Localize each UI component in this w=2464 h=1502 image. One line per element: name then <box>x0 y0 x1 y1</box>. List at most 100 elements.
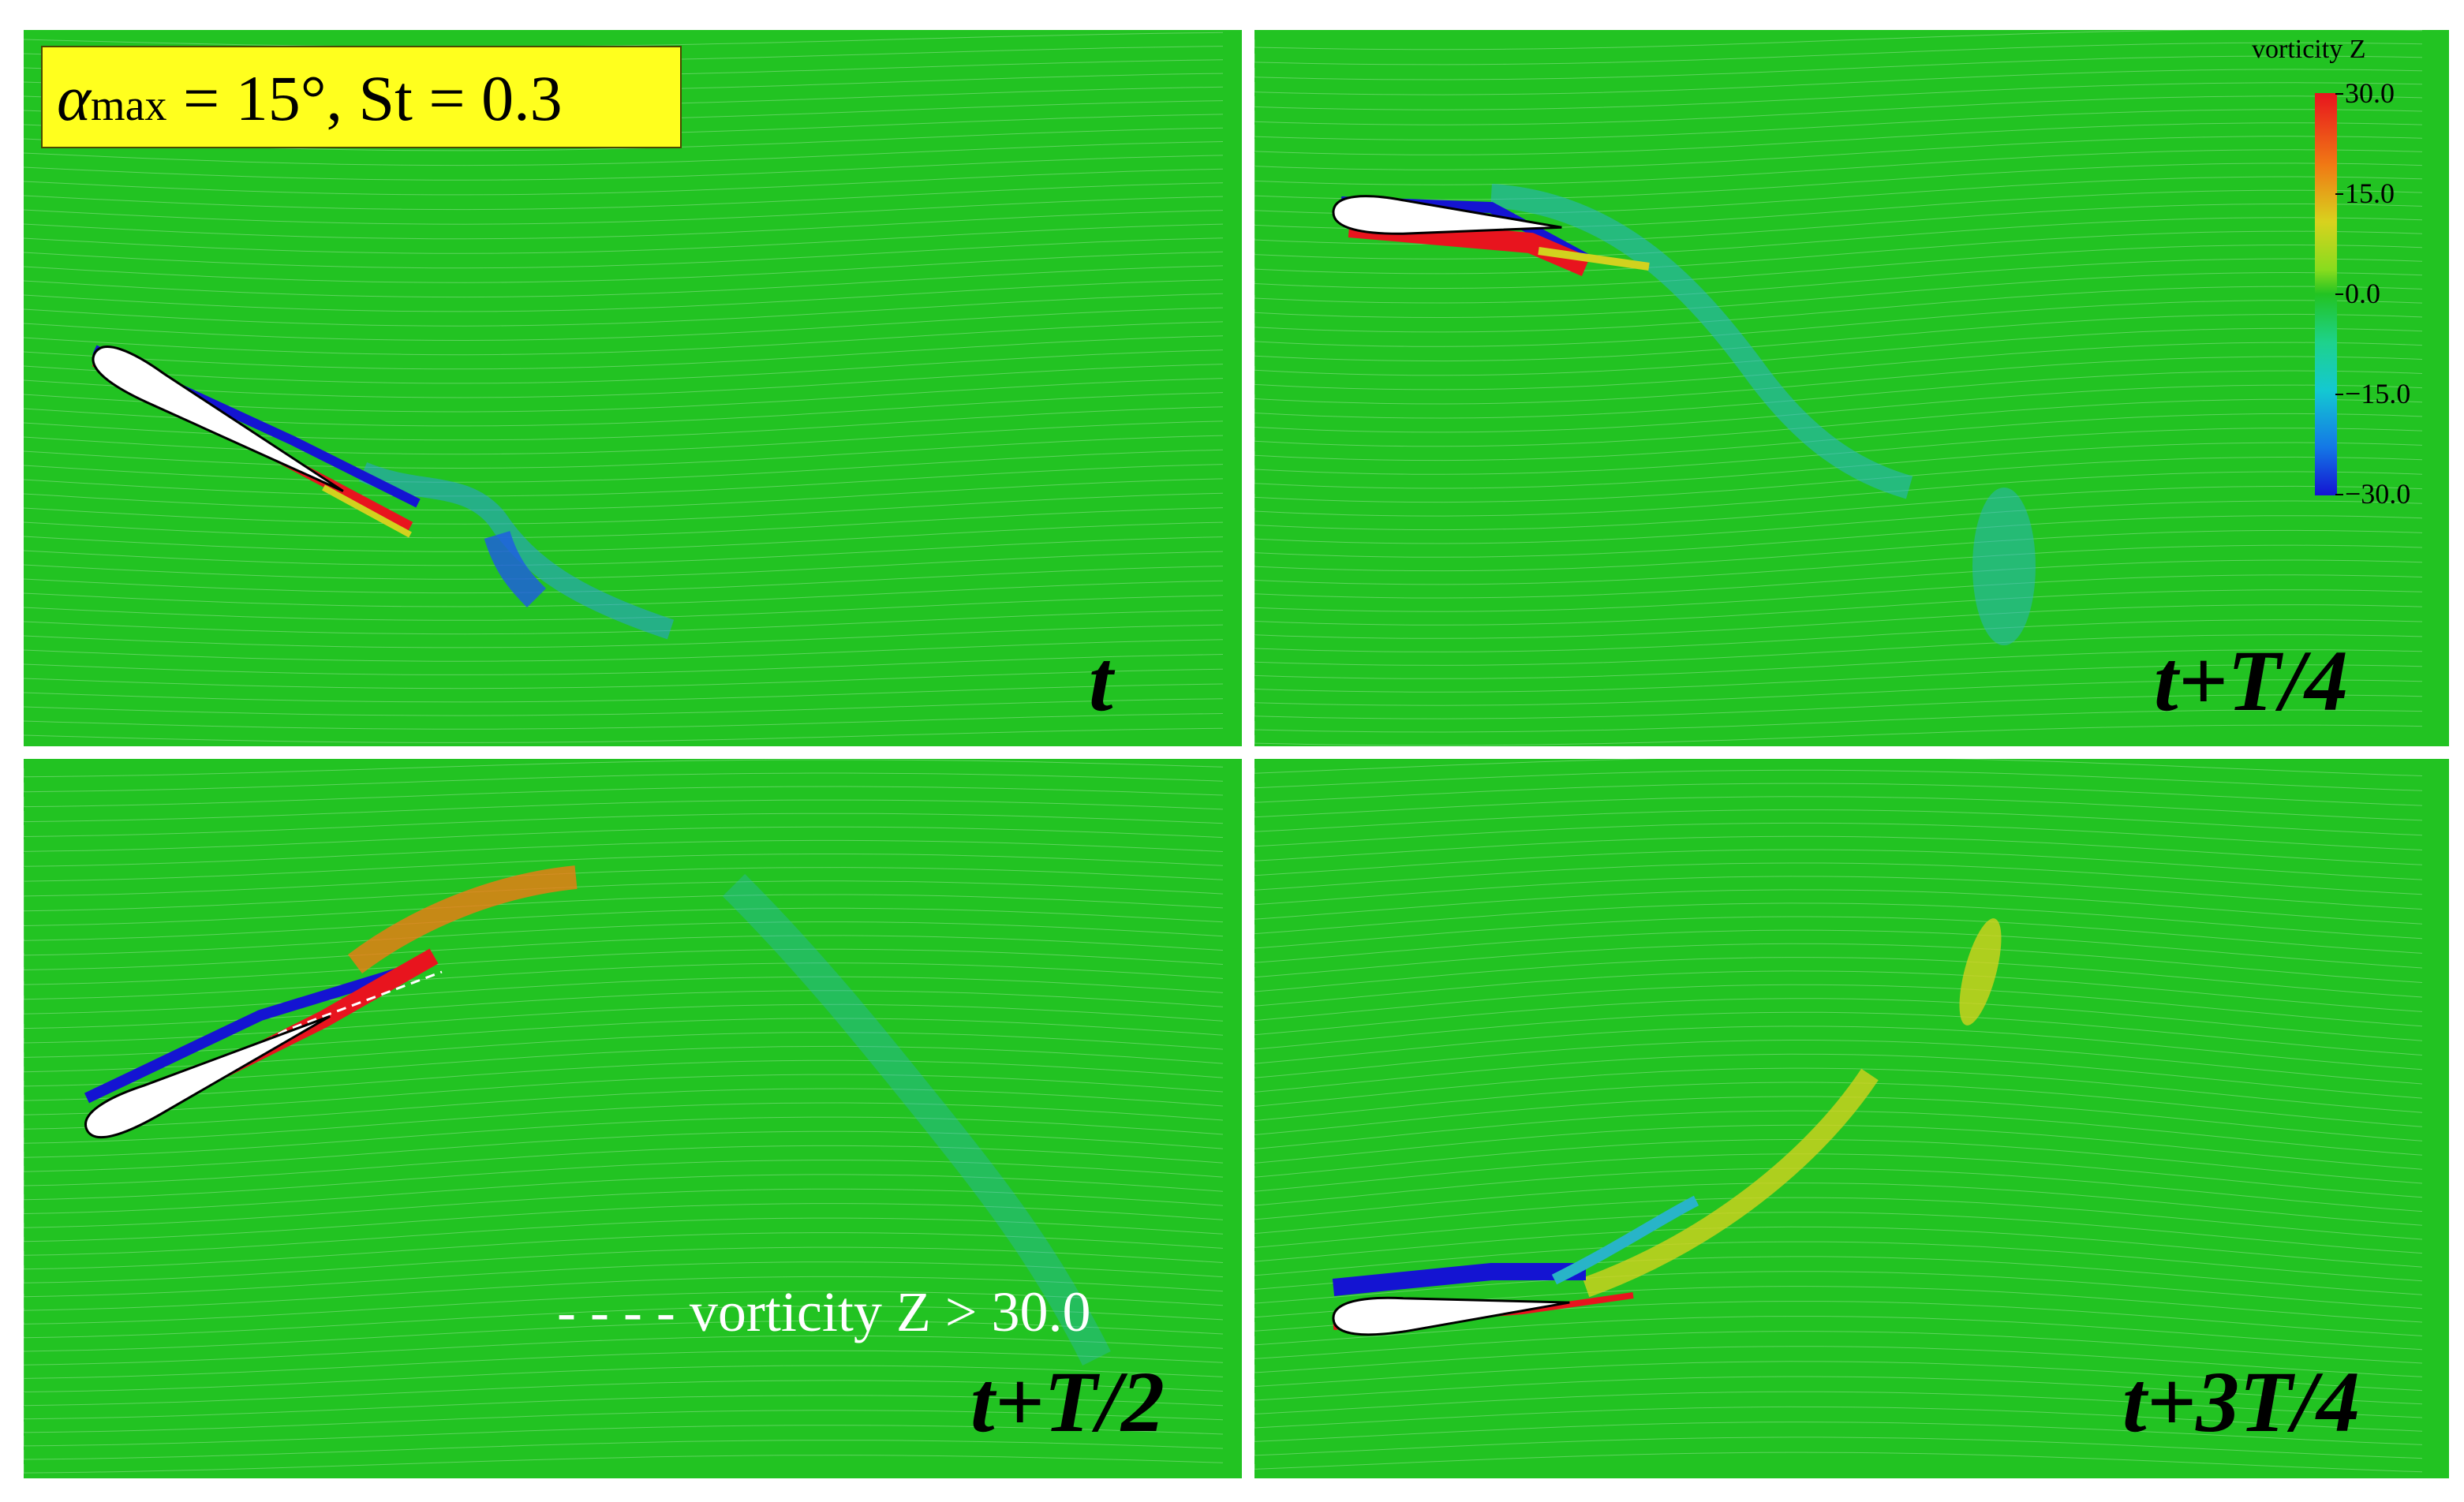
vortex-core <box>484 530 547 608</box>
streamline <box>1254 1096 2423 1141</box>
streamline <box>1254 559 2423 599</box>
phase-label: t+T/2 <box>970 1354 1165 1450</box>
streamline <box>24 854 1224 882</box>
streamline <box>1254 313 2423 362</box>
streamline <box>1254 943 2423 983</box>
streamline <box>1254 664 2423 693</box>
wake-vortex <box>358 461 675 640</box>
airfoil <box>92 346 344 492</box>
shed-vortex <box>1972 488 2036 645</box>
streamline <box>24 141 1224 166</box>
streamline <box>1254 442 2423 489</box>
streamline <box>24 1003 1224 1044</box>
streamline <box>1254 1039 2423 1085</box>
streamline <box>1254 69 2423 95</box>
streamline <box>1254 649 2423 679</box>
streamline <box>1254 203 2423 245</box>
streamline <box>24 1380 1224 1407</box>
streamline <box>24 279 1224 312</box>
colorbar-label: −30.0 <box>2345 478 2411 510</box>
streamline <box>24 1160 1224 1201</box>
streamline <box>24 251 1224 283</box>
streamline <box>24 566 1224 594</box>
colorbar <box>2315 93 2337 495</box>
streamline <box>24 1425 1224 1447</box>
streamline <box>24 536 1224 566</box>
airfoil <box>1332 195 1562 235</box>
streamline <box>1254 902 2423 940</box>
streamline <box>24 894 1224 927</box>
streamline <box>24 1291 1224 1325</box>
streamline <box>24 210 1224 240</box>
streamline <box>24 1217 1224 1256</box>
wake-vortex <box>1490 184 1913 499</box>
shear-layer-upper <box>1332 1263 1586 1296</box>
streamline <box>1254 724 2423 746</box>
streamline <box>1254 1168 2423 1212</box>
streamline <box>1254 122 2423 155</box>
streamline <box>1254 1082 2423 1127</box>
shear-layer-yellow <box>1538 247 1650 271</box>
streamline <box>1254 619 2423 652</box>
shear-layer-cyan <box>1551 1195 1699 1285</box>
streamlines <box>1254 30 2423 746</box>
streamline <box>1254 1226 2423 1268</box>
streamline <box>1254 1241 2423 1282</box>
streamline <box>24 1174 1224 1215</box>
parameter-box: αmax = 15°, St = 0.3 <box>41 46 682 148</box>
streamline <box>1254 149 2423 185</box>
streamline <box>1254 456 2423 503</box>
streamline <box>1254 217 2423 260</box>
streamline <box>24 551 1224 580</box>
streamline <box>1254 258 2423 304</box>
panel-t-plus-half: - - - - vorticity Z > 30.0 t+T/2 <box>24 759 1242 1478</box>
streamline <box>1254 82 2423 110</box>
streamline <box>24 654 1224 675</box>
colorbar-label: −15.0 <box>2345 378 2411 409</box>
streamline <box>1254 1183 2423 1226</box>
streamline <box>24 307 1224 342</box>
streamline <box>1254 1197 2423 1240</box>
streamline <box>1254 95 2423 125</box>
streamline <box>1254 515 2423 558</box>
streamline <box>1254 970 2423 1012</box>
streamline <box>24 880 1224 912</box>
streamline <box>24 1321 1224 1352</box>
streamline <box>24 507 1224 539</box>
streamline <box>1254 356 2423 405</box>
parameter-values: = 15°, St = 0.3 <box>166 62 563 134</box>
streamline <box>24 799 1224 823</box>
streamline <box>1254 709 2423 733</box>
streamline <box>24 826 1224 852</box>
streamline <box>24 293 1224 327</box>
panel-t: αmax = 15°, St = 0.3 t <box>24 30 1242 746</box>
shear-layer-upper <box>84 966 405 1104</box>
streamline <box>1254 136 2423 170</box>
streamline <box>24 321 1224 356</box>
streamline <box>1254 876 2423 910</box>
phase-label: t <box>1089 633 1113 729</box>
streamline <box>24 1074 1224 1115</box>
shed-vortex <box>1959 918 2002 1026</box>
colorbar-title: vorticity Z <box>2252 35 2366 64</box>
streamline <box>24 772 1224 793</box>
streamline <box>24 1410 1224 1433</box>
streamline <box>1254 1067 2423 1113</box>
streamline <box>24 265 1224 298</box>
streamline <box>24 168 1224 196</box>
streamline <box>1254 889 2423 925</box>
streamline <box>24 1188 1224 1228</box>
wake-vortex <box>722 873 1111 1366</box>
colorbar-tick <box>2335 93 2343 95</box>
streamline <box>1254 1053 2423 1099</box>
streamline <box>1254 759 2423 776</box>
streamline <box>24 1232 1224 1270</box>
streamline <box>24 759 1224 778</box>
streamline <box>1254 769 2423 791</box>
streamline <box>24 1246 1224 1283</box>
streamline <box>24 610 1224 635</box>
streamline <box>24 349 1224 384</box>
wake-vortex <box>1582 1068 1879 1298</box>
streamline <box>1254 1212 2423 1254</box>
phase-label: t+3T/4 <box>2122 1354 2360 1450</box>
